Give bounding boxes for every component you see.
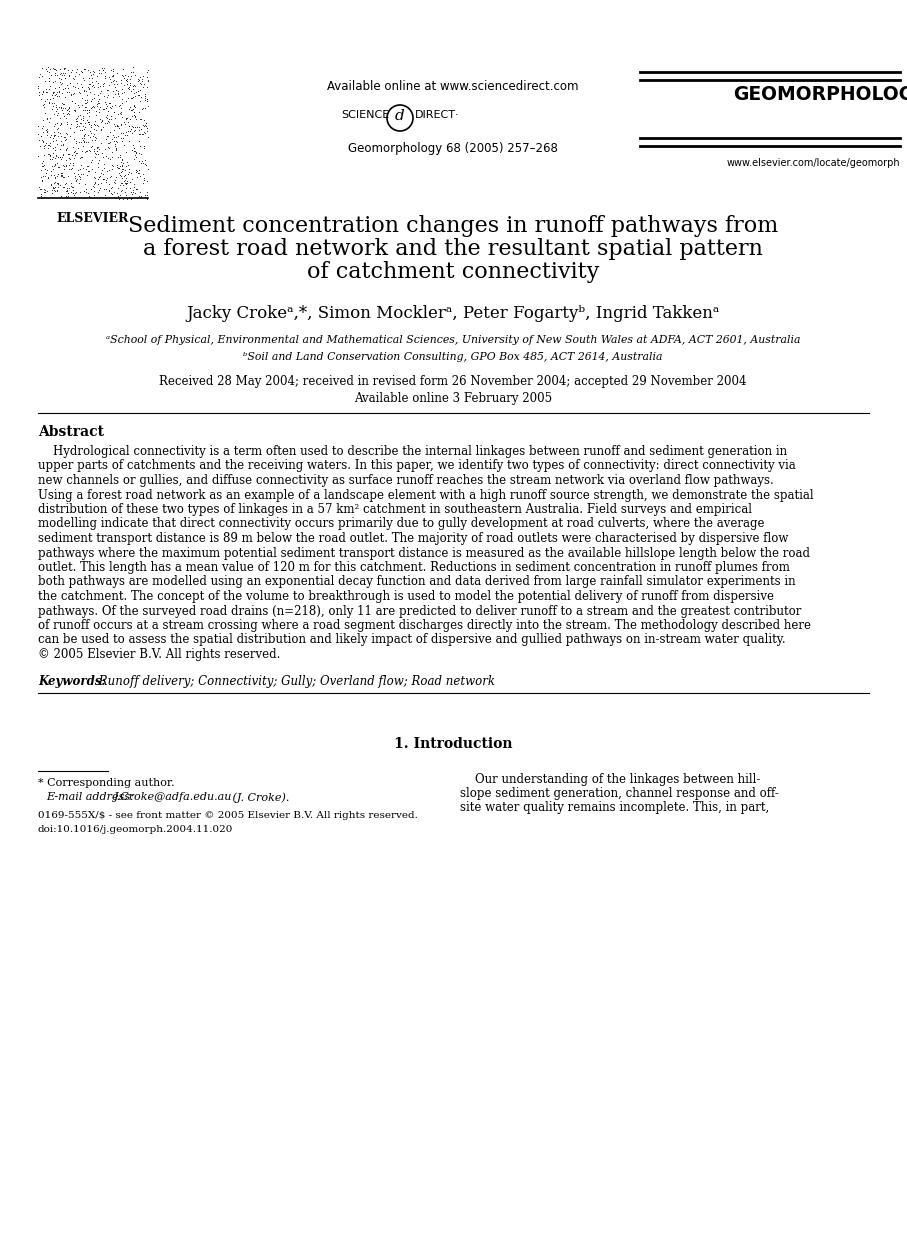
- Text: Available online 3 February 2005: Available online 3 February 2005: [354, 392, 552, 405]
- Text: new channels or gullies, and diffuse connectivity as surface runoff reaches the : new channels or gullies, and diffuse con…: [38, 474, 774, 487]
- Text: pathways. Of the surveyed road drains (n=218), only 11 are predicted to deliver : pathways. Of the surveyed road drains (n…: [38, 604, 802, 618]
- Text: can be used to assess the spatial distribution and likely impact of dispersive a: can be used to assess the spatial distri…: [38, 634, 785, 646]
- Text: site water quality remains incomplete. This, in part,: site water quality remains incomplete. T…: [460, 801, 769, 815]
- Text: sediment transport distance is 89 m below the road outlet. The majority of road : sediment transport distance is 89 m belo…: [38, 532, 788, 545]
- Text: outlet. This length has a mean value of 120 m for this catchment. Reductions in : outlet. This length has a mean value of …: [38, 561, 790, 574]
- Text: Keywords:: Keywords:: [38, 675, 106, 687]
- Text: Hydrological connectivity is a term often used to describe the internal linkages: Hydrological connectivity is a term ofte…: [38, 444, 787, 458]
- Text: slope sediment generation, channel response and off-: slope sediment generation, channel respo…: [460, 787, 779, 800]
- Text: ELSEVIER: ELSEVIER: [57, 212, 129, 225]
- Text: © 2005 Elsevier B.V. All rights reserved.: © 2005 Elsevier B.V. All rights reserved…: [38, 647, 280, 661]
- Text: E-mail address:: E-mail address:: [46, 792, 137, 802]
- Text: ᵃSchool of Physical, Environmental and Mathematical Sciences, University of New : ᵃSchool of Physical, Environmental and M…: [106, 335, 800, 345]
- Text: Runoff delivery; Connectivity; Gully; Overland flow; Road network: Runoff delivery; Connectivity; Gully; Ov…: [95, 675, 495, 687]
- Text: distribution of these two types of linkages in a 57 km² catchment in southeaster: distribution of these two types of linka…: [38, 503, 752, 516]
- Text: Our understanding of the linkages between hill-: Our understanding of the linkages betwee…: [460, 773, 760, 785]
- Text: both pathways are modelled using an exponential decay function and data derived : both pathways are modelled using an expo…: [38, 576, 795, 588]
- Text: ᵇSoil and Land Conservation Consulting, GPO Box 485, ACT 2614, Australia: ᵇSoil and Land Conservation Consulting, …: [243, 352, 663, 361]
- Text: a forest road network and the resultant spatial pattern: a forest road network and the resultant …: [143, 238, 763, 260]
- Text: J.Croke@adfa.edu.au: J.Croke@adfa.edu.au: [114, 792, 232, 802]
- Text: upper parts of catchments and the receiving waters. In this paper, we identify t: upper parts of catchments and the receiv…: [38, 459, 795, 473]
- Text: of runoff occurs at a stream crossing where a road segment discharges directly i: of runoff occurs at a stream crossing wh…: [38, 619, 811, 633]
- Text: modelling indicate that direct connectivity occurs primarily due to gully develo: modelling indicate that direct connectiv…: [38, 517, 765, 531]
- Text: Sediment concentration changes in runoff pathways from: Sediment concentration changes in runoff…: [128, 215, 778, 236]
- Text: the catchment. The concept of the volume to breakthrough is used to model the po: the catchment. The concept of the volume…: [38, 591, 774, 603]
- Text: 1. Introduction: 1. Introduction: [394, 738, 512, 751]
- Text: 0169-555X/$ - see front matter © 2005 Elsevier B.V. All rights reserved.: 0169-555X/$ - see front matter © 2005 El…: [38, 811, 418, 820]
- Text: Abstract: Abstract: [38, 425, 104, 439]
- Text: * Corresponding author.: * Corresponding author.: [38, 779, 174, 789]
- Text: Geomorphology 68 (2005) 257–268: Geomorphology 68 (2005) 257–268: [348, 142, 558, 155]
- Text: SCIENCE: SCIENCE: [342, 110, 390, 120]
- Text: of catchment connectivity: of catchment connectivity: [307, 261, 600, 284]
- Text: d: d: [395, 109, 405, 123]
- Text: GEOMORPHOLOGY: GEOMORPHOLOGY: [733, 85, 907, 104]
- Text: DIRECT·: DIRECT·: [415, 110, 460, 120]
- Text: pathways where the maximum potential sediment transport distance is measured as : pathways where the maximum potential sed…: [38, 546, 810, 560]
- Text: doi:10.1016/j.geomorph.2004.11.020: doi:10.1016/j.geomorph.2004.11.020: [38, 825, 233, 833]
- Text: Available online at www.sciencedirect.com: Available online at www.sciencedirect.co…: [327, 80, 579, 93]
- Text: Jacky Crokeᵃ,*, Simon Mocklerᵃ, Peter Fogartyᵇ, Ingrid Takkenᵃ: Jacky Crokeᵃ,*, Simon Mocklerᵃ, Peter Fo…: [186, 305, 719, 322]
- Text: Using a forest road network as an example of a landscape element with a high run: Using a forest road network as an exampl…: [38, 489, 814, 501]
- Text: (J. Croke).: (J. Croke).: [229, 792, 289, 803]
- Text: Received 28 May 2004; received in revised form 26 November 2004; accepted 29 Nov: Received 28 May 2004; received in revise…: [160, 375, 746, 387]
- Text: www.elsevier.com/locate/geomorph: www.elsevier.com/locate/geomorph: [727, 158, 900, 168]
